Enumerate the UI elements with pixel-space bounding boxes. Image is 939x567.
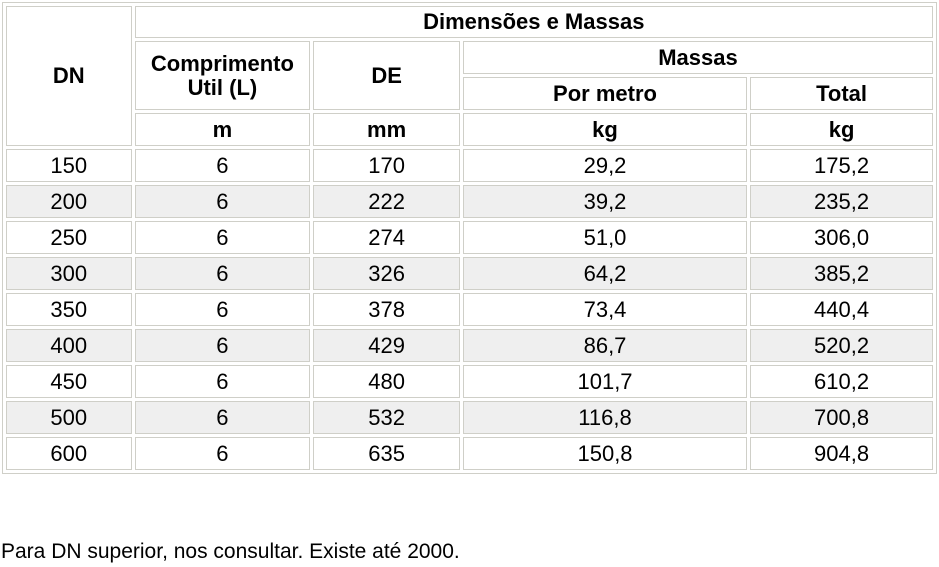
cell-de: 326 (313, 257, 460, 290)
cell-de: 480 (313, 365, 460, 398)
table-row: 200 6 222 39,2 235,2 (6, 185, 933, 218)
cell-dn: 350 (6, 293, 132, 326)
cell-length: 6 (134, 221, 311, 254)
unit-length: m (134, 113, 311, 146)
table-row: 450 6 480 101,7 610,2 (6, 365, 933, 398)
cell-length: 6 (134, 437, 311, 470)
cell-de: 378 (313, 293, 460, 326)
cell-total: 610,2 (750, 365, 933, 398)
header-masses: Massas (462, 41, 933, 74)
header-per-meter: Por metro (462, 77, 748, 110)
cell-de: 532 (313, 401, 460, 434)
header-total: Total (750, 77, 933, 110)
unit-de: mm (313, 113, 460, 146)
cell-total: 440,4 (750, 293, 933, 326)
cell-de: 222 (313, 185, 460, 218)
cell-length: 6 (134, 293, 311, 326)
header-row-columns: Comprimento Util (L) DE Massas (6, 41, 933, 110)
table-body: 150 6 170 29,2 175,2 200 6 222 39,2 235,… (6, 149, 933, 470)
cell-length: 6 (134, 401, 311, 434)
cell-total: 175,2 (750, 149, 933, 182)
cell-total: 700,8 (750, 401, 933, 434)
header-dn: DN (6, 6, 132, 146)
header-row-group: DN Dimensões e Massas (6, 6, 933, 146)
table-row: 500 6 532 116,8 700,8 (6, 401, 933, 434)
table-row: 250 6 274 51,0 306,0 (6, 221, 933, 254)
cell-total: 904,8 (750, 437, 933, 470)
cell-dn: 600 (6, 437, 132, 470)
cell-dn: 150 (6, 149, 132, 182)
cell-total: 520,2 (750, 329, 933, 362)
header-row-mass-types: Por metro Total (6, 77, 933, 110)
cell-dn: 250 (6, 221, 132, 254)
header-length: Comprimento Util (L) (134, 41, 311, 110)
cell-per-meter: 86,7 (462, 329, 748, 362)
cell-total: 306,0 (750, 221, 933, 254)
cell-per-meter: 150,8 (462, 437, 748, 470)
cell-per-meter: 101,7 (462, 365, 748, 398)
cell-per-meter: 73,4 (462, 293, 748, 326)
cell-length: 6 (134, 257, 311, 290)
cell-de: 429 (313, 329, 460, 362)
unit-total: kg (750, 113, 933, 146)
footnote: Para DN superior, nos consultar. Existe … (1, 540, 460, 563)
unit-per-meter: kg (462, 113, 748, 146)
cell-length: 6 (134, 185, 311, 218)
header-row-units: m mm kg kg (6, 113, 933, 146)
cell-de: 635 (313, 437, 460, 470)
cell-per-meter: 29,2 (462, 149, 748, 182)
cell-de: 274 (313, 221, 460, 254)
table-row: 300 6 326 64,2 385,2 (6, 257, 933, 290)
cell-de: 170 (313, 149, 460, 182)
table-header: DN Dimensões e Massas Comprimento Util (… (6, 6, 933, 146)
cell-length: 6 (134, 365, 311, 398)
cell-per-meter: 64,2 (462, 257, 748, 290)
header-de: DE (313, 41, 460, 110)
cell-length: 6 (134, 329, 311, 362)
dimensions-masses-table: DN Dimensões e Massas Comprimento Util (… (2, 2, 937, 474)
cell-length: 6 (134, 149, 311, 182)
table-row: 400 6 429 86,7 520,2 (6, 329, 933, 362)
cell-total: 385,2 (750, 257, 933, 290)
header-dimensions-masses: Dimensões e Massas (134, 6, 933, 38)
cell-dn: 500 (6, 401, 132, 434)
cell-dn: 300 (6, 257, 132, 290)
cell-per-meter: 39,2 (462, 185, 748, 218)
table-row: 600 6 635 150,8 904,8 (6, 437, 933, 470)
cell-dn: 200 (6, 185, 132, 218)
cell-total: 235,2 (750, 185, 933, 218)
table-row: 350 6 378 73,4 440,4 (6, 293, 933, 326)
cell-per-meter: 116,8 (462, 401, 748, 434)
table-row: 150 6 170 29,2 175,2 (6, 149, 933, 182)
cell-dn: 450 (6, 365, 132, 398)
cell-dn: 400 (6, 329, 132, 362)
cell-per-meter: 51,0 (462, 221, 748, 254)
